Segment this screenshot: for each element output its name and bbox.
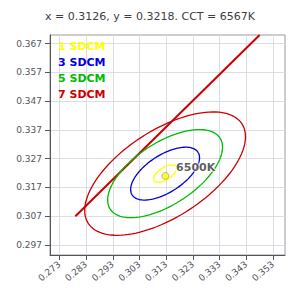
svg-text:0.273: 0.273 [36,259,62,283]
svg-text:0.343: 0.343 [223,259,249,283]
svg-text:0.297: 0.297 [16,240,42,250]
svg-text:0.317: 0.317 [16,182,42,192]
svg-text:1 SDCM: 1 SDCM [58,40,106,53]
svg-text:0.333: 0.333 [197,259,223,283]
svg-text:0.353: 0.353 [250,259,276,283]
svg-text:0.283: 0.283 [63,259,89,283]
svg-text:0.337: 0.337 [16,125,42,135]
svg-text:7 SDCM: 7 SDCM [58,88,106,101]
svg-text:3 SDCM: 3 SDCM [58,56,106,69]
svg-text:0.323: 0.323 [170,259,196,283]
svg-text:0.367: 0.367 [16,39,42,49]
svg-text:0.357: 0.357 [16,67,42,77]
svg-text:0.327: 0.327 [16,154,42,164]
svg-text:5 SDCM: 5 SDCM [58,72,106,85]
svg-text:0.313: 0.313 [143,259,169,283]
svg-text:0.307: 0.307 [16,211,42,221]
svg-text:0.293: 0.293 [90,259,116,283]
svg-text:6500K: 6500K [176,161,216,174]
svg-text:0.347: 0.347 [16,96,42,106]
svg-text:x = 0.3126, y = 0.3218. CCT =: x = 0.3126, y = 0.3218. CCT = 6567K [45,10,256,23]
svg-text:0.303: 0.303 [117,259,143,283]
